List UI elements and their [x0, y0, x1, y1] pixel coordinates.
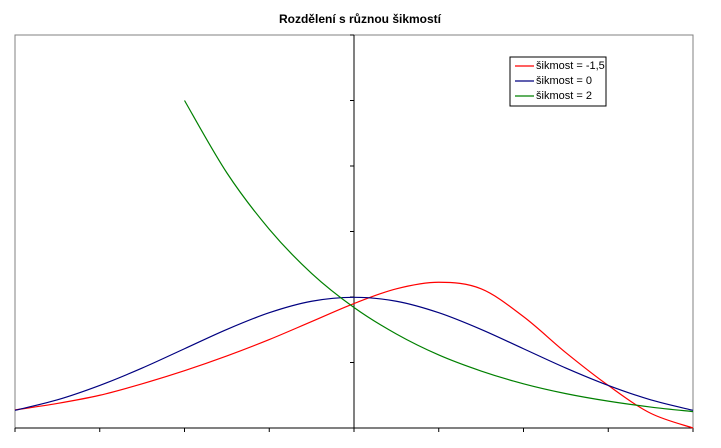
- series-line: [14, 296, 694, 411]
- legend-label: šikmost = 0: [536, 75, 592, 87]
- series-line: [183, 100, 694, 413]
- series-line: [14, 281, 694, 429]
- chart-title: Rozdělení s různou šikmostí: [279, 12, 442, 26]
- legend-label: šikmost = 2: [536, 90, 592, 102]
- legend-label: šikmost = -1,5: [536, 60, 605, 72]
